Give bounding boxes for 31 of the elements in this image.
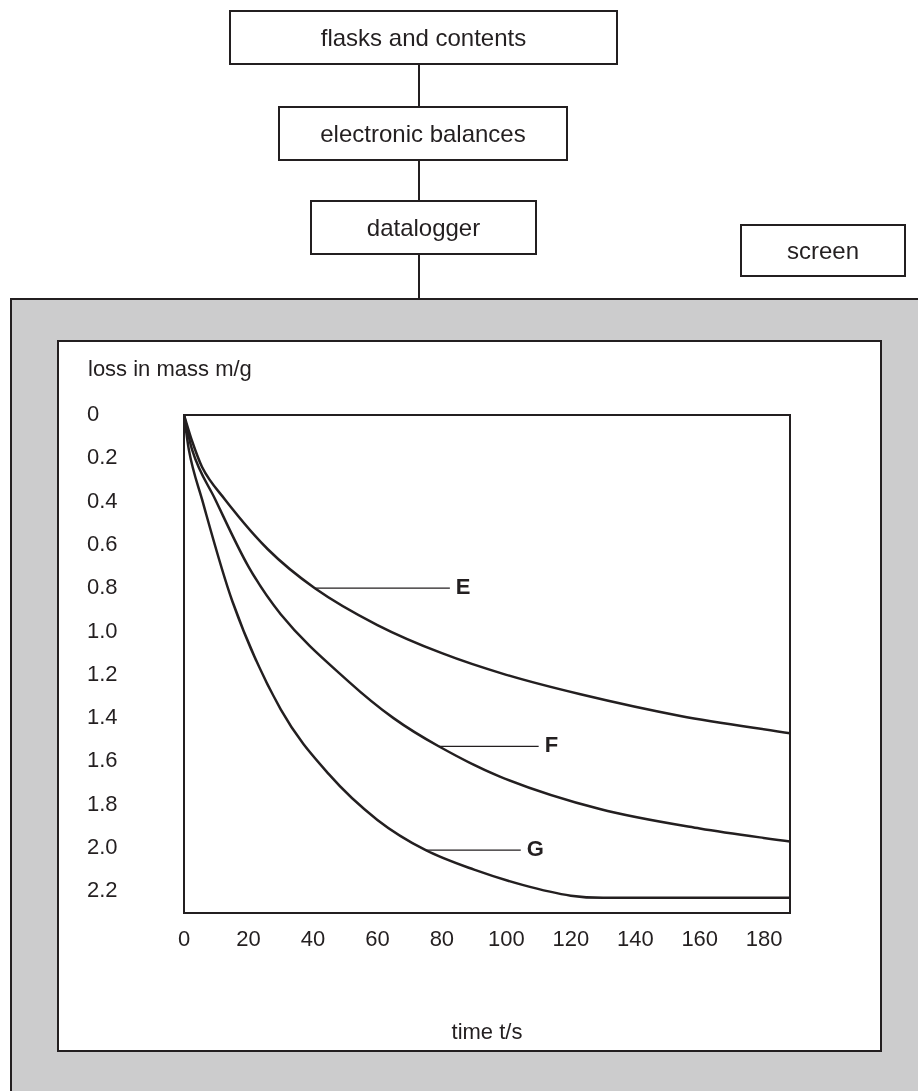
y-tick-label: 1.2 (87, 660, 118, 686)
y-tick-label: 0.8 (87, 574, 118, 600)
y-tick-label: 0.4 (87, 487, 118, 513)
y-tick-label: 0.2 (87, 444, 118, 470)
x-tick-label: 40 (300, 926, 326, 952)
y-tick-label: 1.4 (87, 704, 118, 730)
x-tick-label: 20 (236, 926, 261, 952)
x-tick-label: 80 (429, 926, 455, 952)
x-tick-label: 100 (487, 926, 525, 952)
y-tick-label: 2.0 (87, 834, 118, 860)
x-tick-label: 160 (681, 926, 719, 952)
text: screen (740, 224, 906, 277)
text: E (455, 574, 471, 600)
x-tick-label: 120 (552, 926, 590, 952)
y-axis-title: loss in mass m/g (88, 356, 252, 382)
text: electronic balances (278, 106, 568, 161)
x-tick-label: 140 (616, 926, 654, 952)
x-tick-label: 0 (177, 926, 191, 952)
y-tick-label: 1.0 (87, 617, 118, 643)
text: flasks and contents (229, 10, 618, 65)
x-axis-title: time t/s (451, 1018, 523, 1044)
legend-label: G (526, 836, 544, 862)
y-tick-label: 0 (87, 401, 100, 427)
legend-label: F (544, 732, 559, 758)
x-tick-label: 180 (745, 926, 783, 952)
y-tick-label: 0.6 (87, 530, 118, 556)
x-tick-label: 60 (365, 926, 390, 952)
text: datalogger (310, 200, 537, 255)
y-tick-label: 1.8 (87, 790, 118, 816)
y-tick-label: 1.6 (87, 747, 118, 773)
y-tick-label: 2.2 (87, 877, 118, 903)
